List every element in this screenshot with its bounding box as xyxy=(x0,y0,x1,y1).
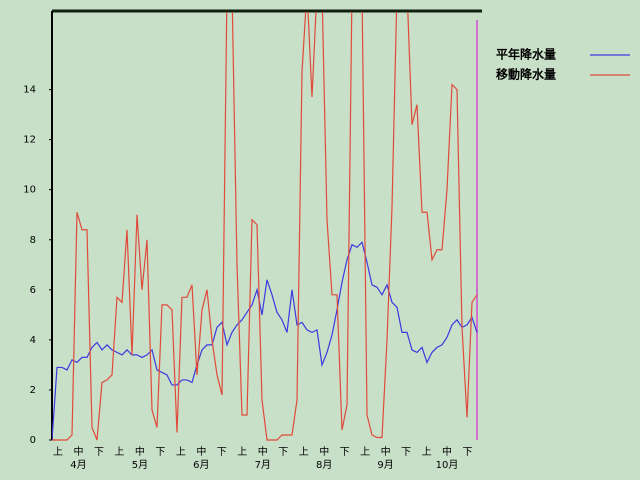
series-line xyxy=(52,12,478,441)
y-tick-label: 10 xyxy=(23,185,36,196)
x-tick-label: 中 xyxy=(442,445,452,458)
month-label: 8月 xyxy=(316,459,332,471)
x-tick-label: 下 xyxy=(94,447,104,458)
x-tick-label: 下 xyxy=(463,447,473,458)
month-label: 9月 xyxy=(377,459,393,471)
y-tick-label: 4 xyxy=(30,335,36,346)
x-tick-label: 上 xyxy=(237,446,247,458)
y-tick-label: 14 xyxy=(23,85,36,96)
y-tick-label: 2 xyxy=(30,385,36,396)
month-label: 10月 xyxy=(436,459,459,471)
y-tick-label: 0 xyxy=(30,435,36,446)
x-tick-label: 下 xyxy=(155,447,165,458)
x-tick-label: 中 xyxy=(319,445,329,458)
plot xyxy=(52,12,478,441)
y-tick-label: 8 xyxy=(30,235,36,246)
series-line xyxy=(52,241,478,441)
x-tick-label: 上 xyxy=(114,446,124,458)
x-tick-label: 中 xyxy=(73,445,83,458)
x-tick-label: 中 xyxy=(196,445,206,458)
month-label: 6月 xyxy=(193,459,209,471)
x-tick-label: 下 xyxy=(278,447,288,458)
month-label: 4月 xyxy=(70,459,86,471)
x-tick-label: 中 xyxy=(135,445,145,458)
legend-label: 平年降水量 xyxy=(496,47,556,62)
x-tick-label: 上 xyxy=(360,446,370,458)
x-tick-label: 下 xyxy=(340,447,350,458)
x-tick-label: 中 xyxy=(381,445,391,458)
month-label: 7月 xyxy=(255,459,271,471)
x-tick-label: 上 xyxy=(299,446,309,458)
x-tick-label: 中 xyxy=(258,445,268,458)
x-tick-label: 下 xyxy=(217,447,227,458)
x-tick-label: 下 xyxy=(401,447,411,458)
y-tick-label: 6 xyxy=(30,285,36,296)
x-tick-label: 上 xyxy=(53,446,63,458)
y-tick-label: 12 xyxy=(23,135,36,146)
x-tick-label: 上 xyxy=(176,446,186,458)
legend-label: 移動降水量 xyxy=(496,67,556,82)
x-tick-label: 上 xyxy=(422,446,432,458)
month-label: 5月 xyxy=(132,459,148,471)
